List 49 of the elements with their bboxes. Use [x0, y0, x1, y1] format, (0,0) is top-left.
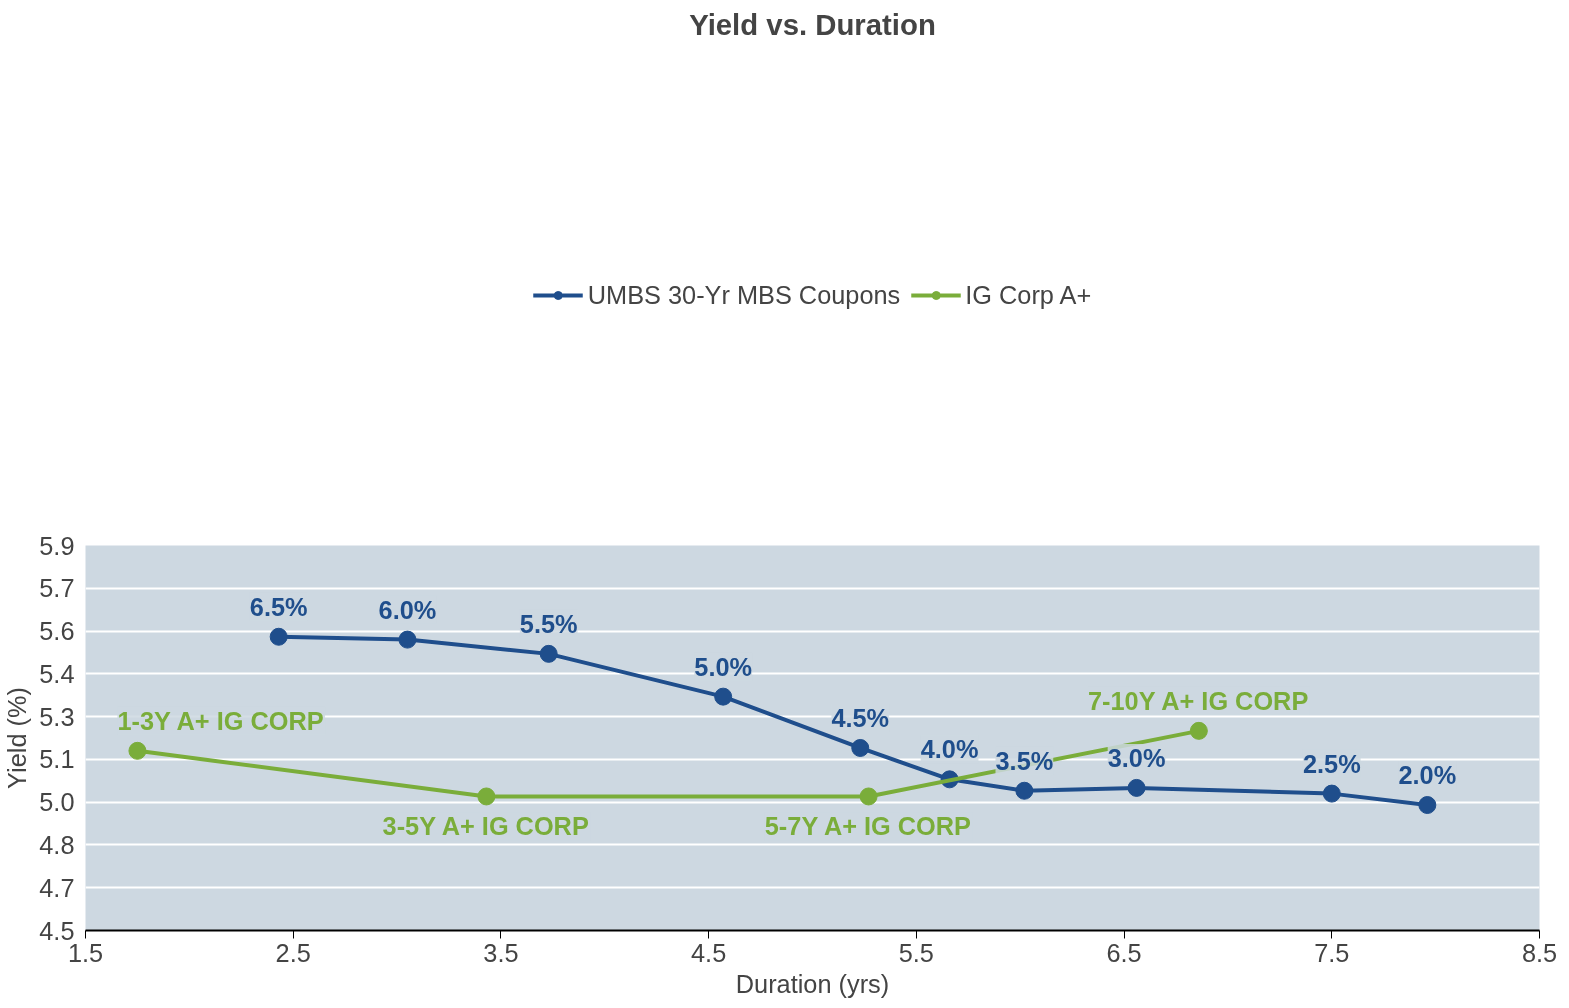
annotation: 4.5%	[831, 703, 890, 732]
point	[398, 630, 417, 649]
annotation: 2.5%	[1302, 749, 1361, 778]
point	[1015, 781, 1034, 800]
point	[1418, 796, 1437, 814]
y-tick-label: 5.4	[39, 659, 75, 688]
x-tick-label: 6.5	[1106, 938, 1142, 967]
annotation: 5.0%	[694, 652, 753, 681]
y-tick-label: 5.0	[39, 788, 75, 817]
y-tick-label: 4.8	[39, 830, 75, 859]
y-tick-label: 5.3	[39, 702, 75, 731]
point	[859, 787, 878, 806]
point	[851, 739, 870, 757]
chart-title: Yield vs. Duration	[689, 7, 936, 41]
y-tick-label: 5.1	[39, 745, 75, 774]
annotation: 6.0%	[378, 595, 437, 624]
point	[477, 787, 496, 806]
point	[1189, 721, 1208, 740]
y-axis-title: Yield (%)	[3, 687, 32, 789]
point	[1127, 778, 1146, 797]
annotation: 5.5%	[519, 609, 578, 638]
legend-label: IG Corp A+	[965, 280, 1092, 310]
x-tick-label: 2.5	[275, 938, 311, 967]
y-tick-label: 5.9	[39, 531, 75, 560]
annotation: 1-3Y A+ IG CORP	[117, 706, 324, 735]
annotation: 2.0%	[1398, 761, 1457, 790]
annotation: 5-7Y A+ IG CORP	[764, 812, 972, 841]
legend-label: UMBS 30-Yr MBS Coupons	[587, 280, 901, 310]
point	[269, 627, 288, 646]
point	[1322, 784, 1341, 803]
x-tick-label: 7.5	[1314, 938, 1350, 967]
point	[539, 644, 558, 663]
x-tick-label: 3.5	[483, 938, 519, 967]
annotation: 6.5%	[249, 592, 308, 621]
x-tick-label: 5.5	[898, 938, 934, 967]
x-tick-label: 8.5	[1521, 938, 1558, 967]
point	[714, 687, 733, 706]
annotation: 3.5%	[995, 746, 1054, 775]
annotation: 7-10Y A+ IG CORP	[1088, 686, 1309, 715]
y-tick-label: 4.5	[39, 916, 75, 945]
y-tick-label: 5.6	[39, 617, 75, 646]
x-tick-label: 4.5	[691, 938, 727, 967]
annotation: 4.0%	[920, 735, 979, 764]
y-tick-label: 5.7	[39, 574, 75, 603]
x-axis-title: Duration (yrs)	[735, 969, 890, 998]
annotation: 3.0%	[1107, 743, 1166, 772]
annotation: 3-5Y A+ IG CORP	[382, 812, 589, 841]
y-tick-label: 4.7	[39, 873, 75, 902]
point	[128, 741, 147, 760]
